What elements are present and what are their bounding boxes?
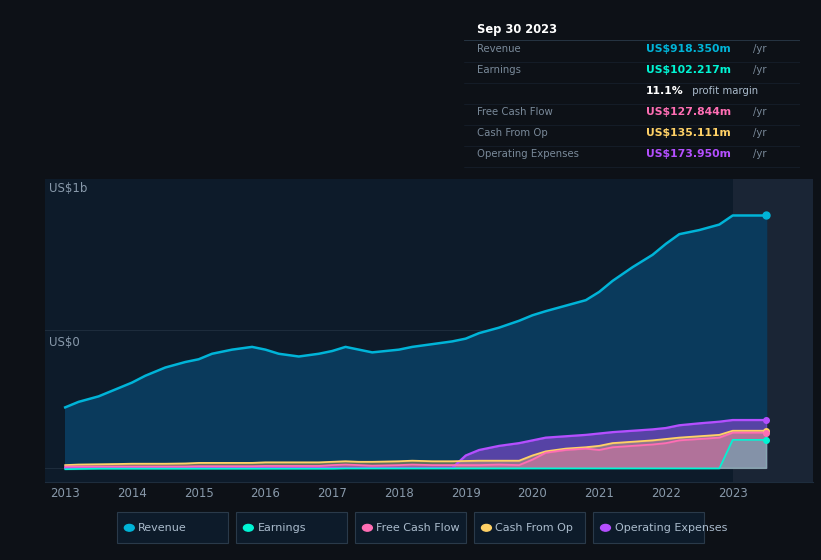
Text: US$0: US$0: [49, 337, 80, 349]
Text: US$918.350m: US$918.350m: [645, 44, 731, 54]
Text: Revenue: Revenue: [138, 523, 187, 533]
Text: /yr: /yr: [754, 107, 767, 117]
Text: US$1b: US$1b: [49, 182, 87, 195]
Text: Free Cash Flow: Free Cash Flow: [477, 107, 553, 117]
Text: profit margin: profit margin: [690, 86, 759, 96]
Text: Earnings: Earnings: [258, 523, 306, 533]
Text: Cash From Op: Cash From Op: [477, 128, 548, 138]
Text: /yr: /yr: [754, 149, 767, 159]
Text: Revenue: Revenue: [477, 44, 521, 54]
Text: /yr: /yr: [754, 128, 767, 138]
Text: Operating Expenses: Operating Expenses: [477, 149, 580, 159]
Text: /yr: /yr: [754, 65, 767, 75]
Text: Sep 30 2023: Sep 30 2023: [477, 23, 557, 36]
Text: US$127.844m: US$127.844m: [645, 107, 731, 117]
Text: Cash From Op: Cash From Op: [496, 523, 573, 533]
Text: Free Cash Flow: Free Cash Flow: [376, 523, 460, 533]
Text: 11.1%: 11.1%: [645, 86, 683, 96]
Text: US$135.111m: US$135.111m: [645, 128, 731, 138]
Text: US$102.217m: US$102.217m: [645, 65, 731, 75]
Text: US$173.950m: US$173.950m: [645, 149, 731, 159]
Text: Operating Expenses: Operating Expenses: [615, 523, 727, 533]
Text: Earnings: Earnings: [477, 65, 521, 75]
Text: /yr: /yr: [754, 44, 767, 54]
Bar: [732, 179, 813, 482]
